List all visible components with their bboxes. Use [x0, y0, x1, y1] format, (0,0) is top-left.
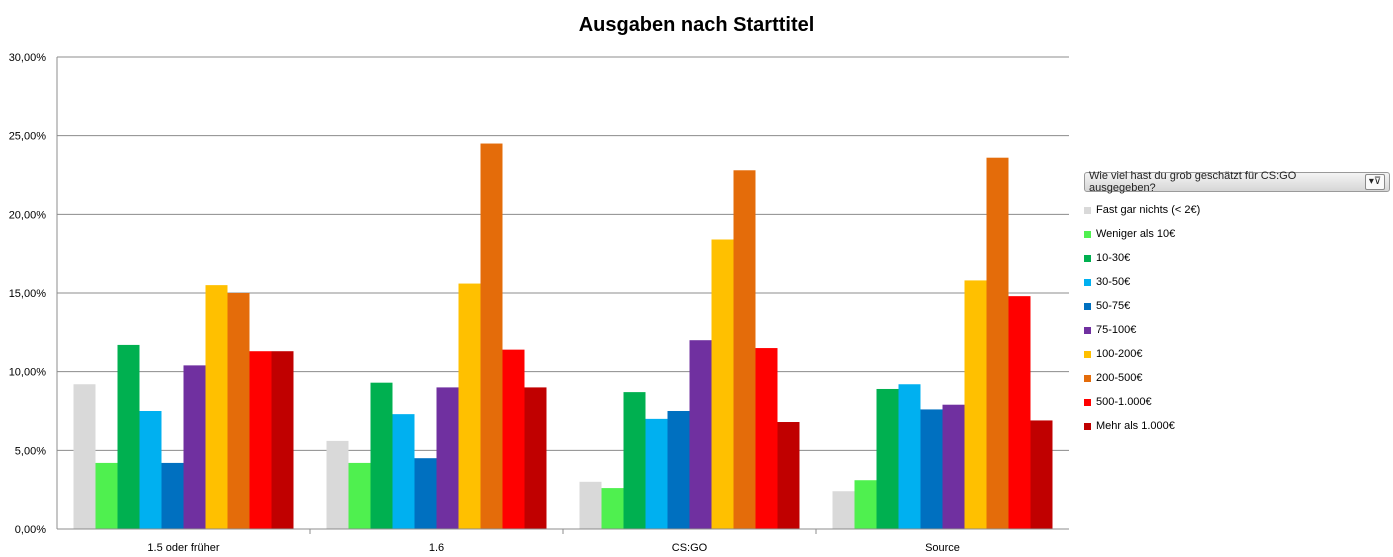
legend-label: 75-100€ — [1096, 324, 1137, 336]
bar — [139, 411, 162, 529]
y-tick-label: 20,00% — [9, 209, 47, 221]
legend-swatch — [1084, 302, 1091, 310]
y-tick-label: 15,00% — [9, 288, 47, 300]
legend-item: 50-75€ — [1084, 294, 1390, 318]
y-tick-label: 25,00% — [9, 131, 47, 143]
y-tick-label: 0,00% — [15, 524, 46, 536]
bar — [414, 458, 437, 529]
bar — [942, 404, 965, 529]
legend-label: 50-75€ — [1096, 300, 1131, 312]
bar — [623, 392, 646, 529]
bar — [502, 349, 525, 529]
bar — [326, 440, 349, 529]
filter-icon[interactable]: ▾⊽ — [1365, 174, 1385, 190]
legend-swatch — [1084, 206, 1091, 214]
legend-swatch — [1084, 230, 1091, 238]
x-category-label: CS:GO — [672, 542, 708, 554]
bar — [227, 293, 250, 529]
bar — [964, 280, 987, 529]
bar — [205, 285, 228, 529]
bar — [458, 283, 481, 529]
legend-swatch — [1084, 350, 1091, 358]
legend-swatch — [1084, 254, 1091, 262]
bar — [876, 388, 899, 529]
bar — [183, 365, 206, 529]
bar — [579, 481, 602, 529]
legend-swatch — [1084, 398, 1091, 406]
bar — [249, 351, 272, 529]
bar — [711, 239, 734, 530]
y-tick-label: 10,00% — [9, 367, 47, 379]
x-category-label: 1.5 oder früher — [147, 542, 219, 554]
axis-labels: 0,00% 5,00% 10,00% 15,00% 20,00% 25,00% 30,00%… — [9, 52, 960, 554]
bar — [392, 414, 415, 529]
legend-label: Fast gar nichts (< 2€) — [1096, 204, 1201, 216]
legend-item: 75-100€ — [1084, 318, 1390, 342]
bar — [898, 384, 921, 529]
bar — [920, 409, 943, 529]
bar — [271, 351, 294, 529]
bar — [1008, 296, 1031, 529]
y-tick-label: 30,00% — [9, 52, 47, 64]
legend-item: 500-1.000€ — [1084, 390, 1390, 414]
x-category-label: Source — [925, 542, 960, 554]
legend-item: 100-200€ — [1084, 342, 1390, 366]
legend-label: Mehr als 1.000€ — [1096, 420, 1175, 432]
bar — [645, 418, 668, 529]
legend-item: Weniger als 10€ — [1084, 222, 1390, 246]
bar — [689, 340, 712, 529]
bar — [1030, 420, 1053, 529]
bar — [755, 348, 778, 529]
bar — [832, 491, 855, 529]
legend-filter-field[interactable]: Wie viel hast du grob geschätzt für CS:G… — [1084, 170, 1390, 194]
legend-item: 30-50€ — [1084, 270, 1390, 294]
legend-item: 10-30€ — [1084, 246, 1390, 270]
legend-label: Weniger als 10€ — [1096, 228, 1176, 240]
legend-label: 100-200€ — [1096, 348, 1143, 360]
bar — [986, 157, 1009, 529]
legend-item: Fast gar nichts (< 2€) — [1084, 198, 1390, 222]
bar — [854, 480, 877, 529]
bar — [161, 462, 184, 529]
legend-swatch — [1084, 326, 1091, 334]
bar — [73, 384, 96, 529]
legend-label: 10-30€ — [1096, 252, 1131, 264]
bar — [601, 488, 624, 529]
legend-item: 200-500€ — [1084, 366, 1390, 390]
axes — [56, 57, 1069, 534]
legend-swatch — [1084, 278, 1091, 286]
bar — [733, 170, 756, 529]
legend-swatch — [1084, 374, 1091, 382]
chart-title: Ausgaben nach Starttitel — [578, 14, 815, 36]
bar — [667, 411, 690, 529]
x-category-label: 1.6 — [429, 542, 444, 554]
legend-swatch — [1084, 422, 1091, 430]
legend-header-label: Wie viel hast du grob geschätzt für CS:G… — [1089, 170, 1297, 194]
y-tick-label: 5,00% — [15, 445, 46, 457]
bar — [117, 344, 140, 529]
bar — [480, 143, 503, 530]
legend-label: 500-1.000€ — [1096, 396, 1152, 408]
bar — [95, 462, 118, 529]
bar — [524, 387, 547, 529]
bar — [370, 382, 393, 529]
legend-item: Mehr als 1.000€ — [1084, 414, 1390, 438]
legend: Wie viel hast du grob geschätzt für CS:G… — [1084, 170, 1390, 438]
bar — [436, 387, 459, 529]
legend-label: 30-50€ — [1096, 276, 1131, 288]
bars — [73, 143, 1053, 530]
legend-label: 200-500€ — [1096, 372, 1143, 384]
bar — [348, 462, 371, 529]
legend-items: Fast gar nichts (< 2€) Weniger als 10€ 10-… — [1084, 198, 1390, 438]
bar — [777, 422, 800, 529]
